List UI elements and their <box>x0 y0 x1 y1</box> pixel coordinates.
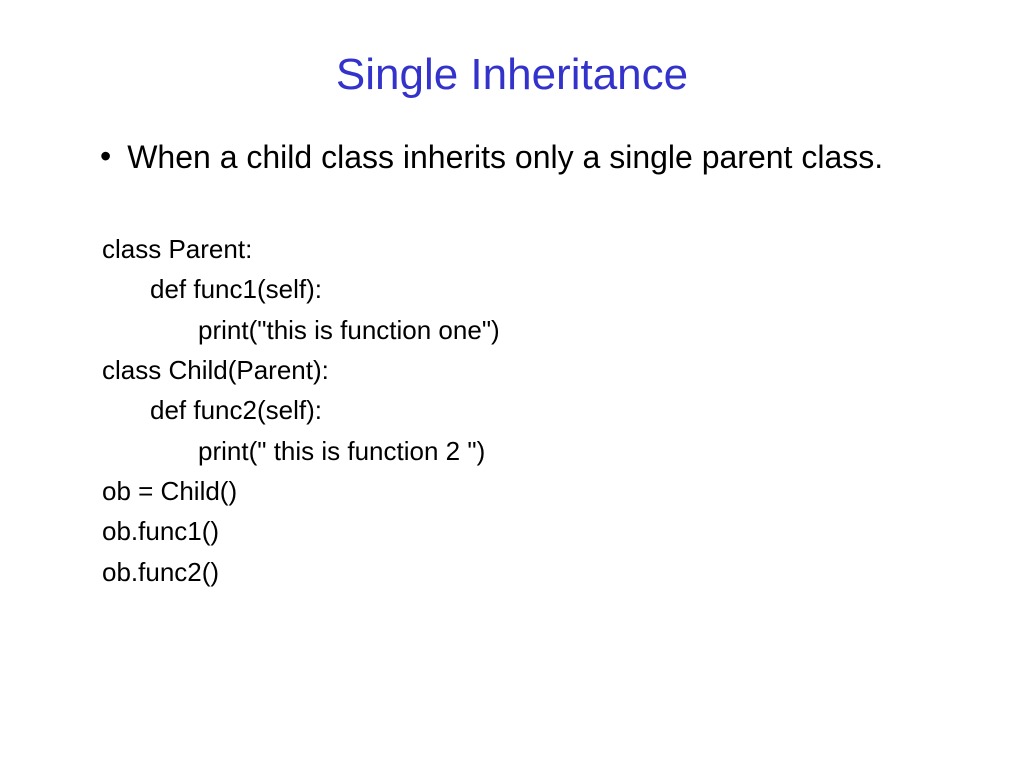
code-line: def func1(self): <box>102 269 964 309</box>
code-line: print("this is function one") <box>102 310 964 350</box>
bullet-marker: • <box>100 136 111 178</box>
code-line: class Child(Parent): <box>102 350 964 390</box>
code-line: ob = Child() <box>102 471 964 511</box>
bullet-text: When a child class inherits only a singl… <box>127 136 883 179</box>
code-line: class Parent: <box>102 229 964 269</box>
bullet-item: • When a child class inherits only a sin… <box>100 136 964 179</box>
code-line: def func2(self): <box>102 390 964 430</box>
code-line: ob.func1() <box>102 511 964 551</box>
code-line: ob.func2() <box>102 552 964 592</box>
bullet-list: • When a child class inherits only a sin… <box>100 136 964 179</box>
code-block: class Parent: def func1(self): print("th… <box>102 229 964 592</box>
slide-title: Single Inheritance <box>60 50 964 100</box>
code-line: print(" this is function 2 ") <box>102 431 964 471</box>
